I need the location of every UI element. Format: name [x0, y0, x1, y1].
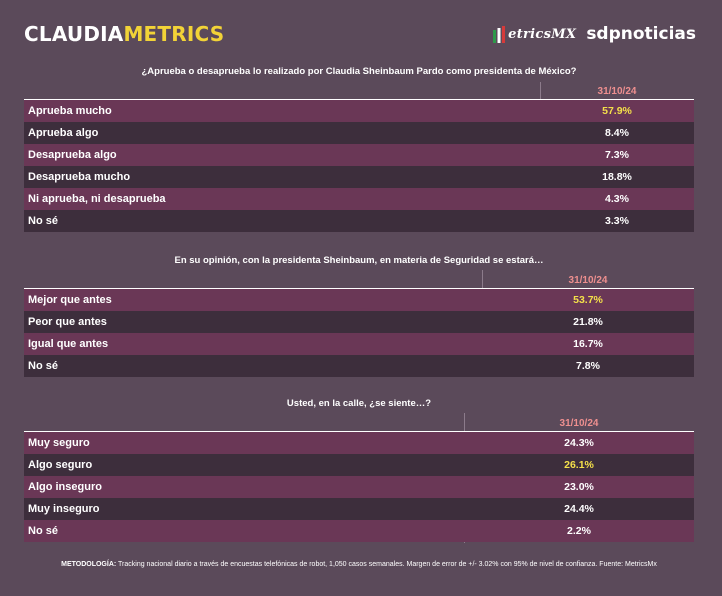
table-row: No sé 2.2%: [24, 520, 694, 542]
table-question: En su opinión, con la presidenta Sheinba…: [174, 255, 544, 266]
row-label: Mejor que antes: [28, 294, 112, 306]
table-question: ¿Aprueba o desaprueba lo realizado por C…: [141, 66, 577, 77]
partner-logos: etricsMX sdpnoticias: [493, 24, 696, 44]
brand-part1: CLAUDIA: [24, 22, 124, 46]
row-label: No sé: [28, 525, 58, 537]
table-row: No sé 7.8%: [24, 355, 694, 377]
methodology-label: METODOLOGÍA:: [61, 561, 117, 568]
row-value: 2.2%: [567, 525, 591, 537]
street-safety-table: Usted, en la calle, ¿se siente…? 31/10/2…: [24, 393, 694, 545]
row-value: 57.9%: [602, 105, 632, 117]
row-value: 16.7%: [573, 338, 603, 350]
row-label: Muy seguro: [28, 437, 90, 449]
row-label: Ni aprueba, ni desaprueba: [28, 193, 166, 205]
row-label: Muy inseguro: [28, 503, 100, 515]
row-value: 24.3%: [564, 437, 594, 449]
table-question: Usted, en la calle, ¿se siente…?: [286, 398, 432, 409]
table-row: Mejor que antes 53.7%: [24, 289, 694, 311]
mexico-flag-icon: [493, 25, 506, 43]
table-row: Muy seguro 24.3%: [24, 432, 694, 454]
row-value: 4.3%: [605, 193, 629, 205]
row-value: 18.8%: [602, 171, 632, 183]
header: CLAUDIAMETRICS etricsMX sdpnoticias: [0, 0, 722, 60]
table-row: Algo seguro 26.1%: [24, 454, 694, 476]
approval-table: ¿Aprueba o desaprueba lo realizado por C…: [24, 60, 694, 235]
row-value: 21.8%: [573, 316, 603, 328]
security-table: En su opinión, con la presidenta Sheinba…: [24, 250, 694, 378]
row-value: 24.4%: [564, 503, 594, 515]
row-value: 53.7%: [573, 294, 603, 306]
row-label: Algo seguro: [28, 459, 93, 471]
row-label: No sé: [28, 215, 58, 227]
table-row: Desaprueba mucho 18.8%: [24, 166, 694, 188]
metricsmx-text: etricsMX: [508, 26, 577, 42]
row-value: 23.0%: [564, 481, 594, 493]
row-label: Desaprueba mucho: [28, 171, 131, 183]
sdpnoticias-logo: sdpnoticias: [586, 24, 696, 44]
row-value: 7.8%: [576, 360, 600, 372]
row-value: 26.1%: [564, 459, 594, 471]
row-label: Peor que antes: [28, 316, 107, 328]
row-label: Aprueba algo: [28, 127, 99, 139]
table-top-line: [24, 288, 694, 289]
table-row: Algo inseguro 23.0%: [24, 476, 694, 498]
row-label: Desaprueba algo: [28, 149, 117, 161]
table-top-line: [24, 431, 694, 432]
date-header: 31/10/24: [559, 418, 599, 429]
row-label: Igual que antes: [28, 338, 109, 350]
methodology-text: Tracking nacional diario a través de enc…: [118, 561, 657, 568]
metricsmx-logo: etricsMX: [493, 25, 577, 43]
table-top-line: [24, 99, 694, 100]
row-value: 7.3%: [605, 149, 629, 161]
table-row: Muy inseguro 24.4%: [24, 498, 694, 520]
table-row: Peor que antes 21.8%: [24, 311, 694, 333]
table-row: Desaprueba algo 7.3%: [24, 144, 694, 166]
table-row: Aprueba algo 8.4%: [24, 122, 694, 144]
brand-part2: METRICS: [123, 22, 225, 46]
row-label: Algo inseguro: [28, 481, 102, 493]
table-row: Igual que antes 16.7%: [24, 333, 694, 355]
row-value: 8.4%: [605, 127, 629, 139]
date-header: 31/10/24: [568, 275, 608, 286]
row-label: No sé: [28, 360, 58, 372]
date-header: 31/10/24: [597, 86, 637, 97]
row-value: 3.3%: [605, 215, 629, 227]
row-label: Aprueba mucho: [28, 105, 112, 117]
methodology-note: METODOLOGÍA: Tracking nacional diario a …: [24, 561, 694, 568]
table-row: No sé 3.3%: [24, 210, 694, 232]
table-row: Ni aprueba, ni desaprueba 4.3%: [24, 188, 694, 210]
claudiametrics-logo: CLAUDIAMETRICS: [24, 22, 224, 46]
table-row: Aprueba mucho 57.9%: [24, 100, 694, 122]
